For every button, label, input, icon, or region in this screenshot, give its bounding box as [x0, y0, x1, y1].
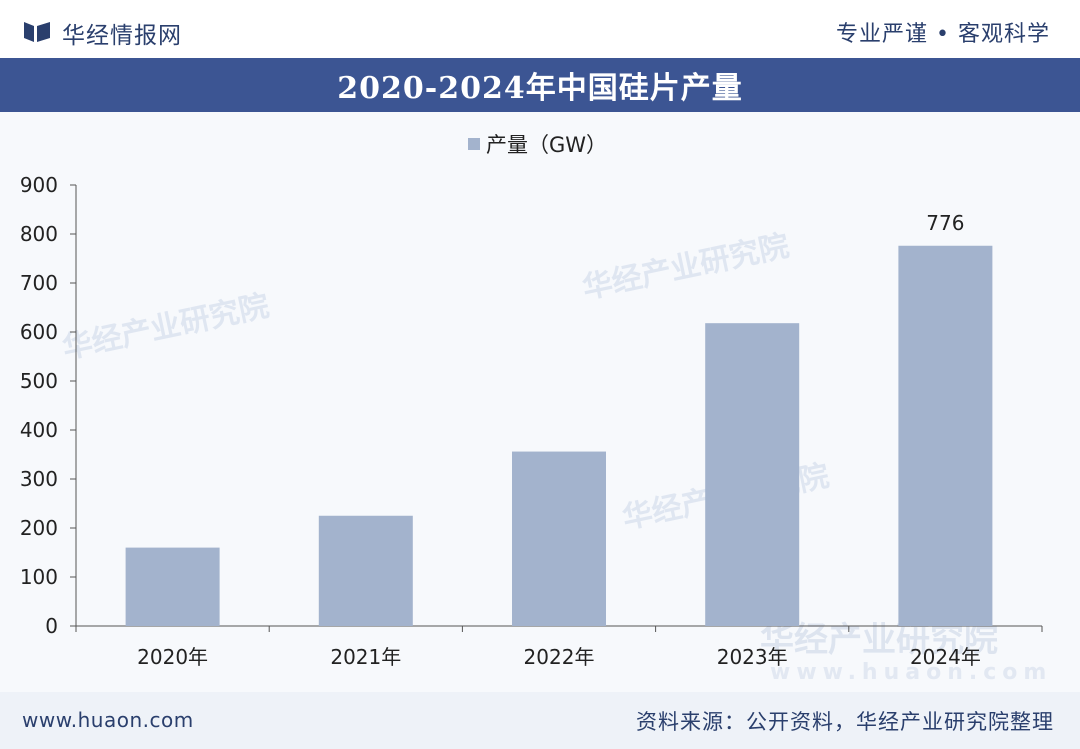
y-tick-label: 600 — [20, 320, 58, 344]
chart-title: 2020-2024年中国硅片产量 — [337, 71, 743, 106]
y-tick-label: 200 — [20, 516, 58, 540]
bar-5 — [898, 245, 993, 626]
huajing-logo-icon — [24, 22, 50, 42]
data-labels: 776 — [926, 211, 964, 235]
data-label: 776 — [926, 211, 964, 235]
bar-2 — [318, 515, 413, 626]
brand-name: 华经情报网 — [62, 23, 182, 49]
x-axis: 2020年 2021年 2022年 2023年 2024年 — [75, 625, 1043, 669]
y-axis: 0 100 200 300 400 500 600 700 800 900 — [20, 173, 77, 638]
y-tick-label: 300 — [20, 467, 58, 491]
bar-4 — [705, 323, 800, 626]
x-tick-label: 2020年 — [137, 645, 208, 669]
legend-label: 产量（GW） — [486, 133, 607, 157]
chart-area: 华经产业研究院 华经产业研究院 华经产业研究院 华经产业研究院 www.huao… — [0, 112, 1080, 692]
slogan: 专业严谨 • 客观科学 — [836, 22, 1050, 47]
y-tick-label: 700 — [20, 271, 58, 295]
x-tick-label: 2021年 — [330, 645, 401, 669]
title-band: 2020-2024年中国硅片产量 — [0, 58, 1080, 112]
watermark-text: 华经产业研究院 — [760, 620, 998, 660]
y-tick-label: 800 — [20, 222, 58, 246]
y-tick-label: 100 — [20, 565, 58, 589]
y-tick-label: 400 — [20, 418, 58, 442]
legend: 产量（GW） — [468, 133, 607, 157]
y-tick-label: 900 — [20, 173, 58, 197]
watermark-url: www.huaon.com — [770, 660, 1053, 685]
header-bar: 华经情报网 专业严谨 • 客观科学 — [0, 0, 1080, 58]
bar-3 — [512, 451, 606, 626]
bar-chart: 产量（GW） 0 100 200 300 400 500 600 700 800 900 2020… — [20, 133, 1043, 669]
bar-1 — [125, 547, 220, 626]
footer-url[interactable]: www.huaon.com — [22, 708, 194, 732]
x-tick-label: 2022年 — [524, 645, 595, 669]
bars — [125, 245, 993, 626]
legend-swatch — [468, 138, 480, 150]
footer: www.huaon.com 资料来源：公开资料，华经产业研究院整理 — [0, 692, 1080, 749]
source-note: 资料来源：公开资料，华经产业研究院整理 — [636, 710, 1054, 734]
x-tick-label: 2024年 — [910, 645, 981, 669]
y-tick-label: 0 — [45, 614, 58, 638]
y-tick-label: 500 — [20, 369, 58, 393]
x-tick-label: 2023年 — [717, 645, 788, 669]
